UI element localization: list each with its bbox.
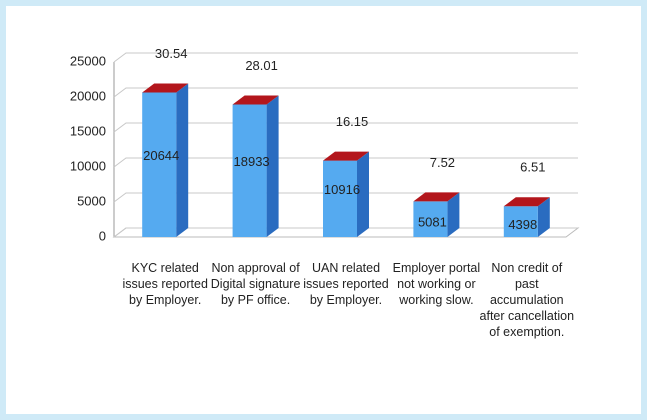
bar xyxy=(503,206,538,237)
annotation: 7.52 xyxy=(430,155,455,170)
grid-line xyxy=(113,157,578,168)
bar xyxy=(232,104,267,238)
y-tick-label: 25000 xyxy=(70,53,106,68)
y-tick-label: 15000 xyxy=(70,123,106,138)
bar-top xyxy=(323,151,369,161)
chart: 0 5000 10000 15000 20000 25000 20644 30.54 18933… xyxy=(70,46,580,243)
bar-top xyxy=(232,95,279,105)
y-tick-label: 20000 xyxy=(70,88,106,103)
value-label: 4398 xyxy=(508,217,537,232)
x-tick-label: Non credit of past accumulation after ca… xyxy=(479,261,575,339)
grid-line xyxy=(113,52,578,63)
x-tick-label: Non approval of Digital signature by PF … xyxy=(210,261,301,307)
x-tick-label: KYC related issues reported by Employer. xyxy=(122,261,208,307)
annotation: 6.51 xyxy=(520,160,545,175)
annotation: 30.54 xyxy=(155,46,188,61)
bar-top xyxy=(503,197,550,207)
bar xyxy=(413,201,448,237)
y-tick-label: 0 xyxy=(99,228,106,243)
bar-top xyxy=(413,192,460,202)
bar-side xyxy=(537,197,550,237)
y-tick-label: 10000 xyxy=(70,158,106,173)
value-label: 18933 xyxy=(234,154,270,169)
bar-side xyxy=(176,83,189,237)
grid-line xyxy=(113,122,578,133)
bar-top xyxy=(142,83,189,93)
value-label: 20644 xyxy=(143,148,179,163)
x-tick-label: Employer portal not working or working s… xyxy=(392,261,481,307)
bar-side xyxy=(357,151,369,237)
bar xyxy=(142,92,177,237)
value-label: 5081 xyxy=(418,215,447,230)
y-tick-label: 5000 xyxy=(77,193,106,208)
annotation: 28.01 xyxy=(245,58,278,73)
value-label: 10916 xyxy=(324,182,360,197)
annotation: 16.15 xyxy=(336,114,369,129)
x-tick-label: UAN related issues reported by Employer. xyxy=(303,261,389,307)
bar-side xyxy=(266,95,279,238)
bar-side xyxy=(447,192,460,237)
grid-line xyxy=(113,87,578,98)
bar xyxy=(323,160,357,237)
